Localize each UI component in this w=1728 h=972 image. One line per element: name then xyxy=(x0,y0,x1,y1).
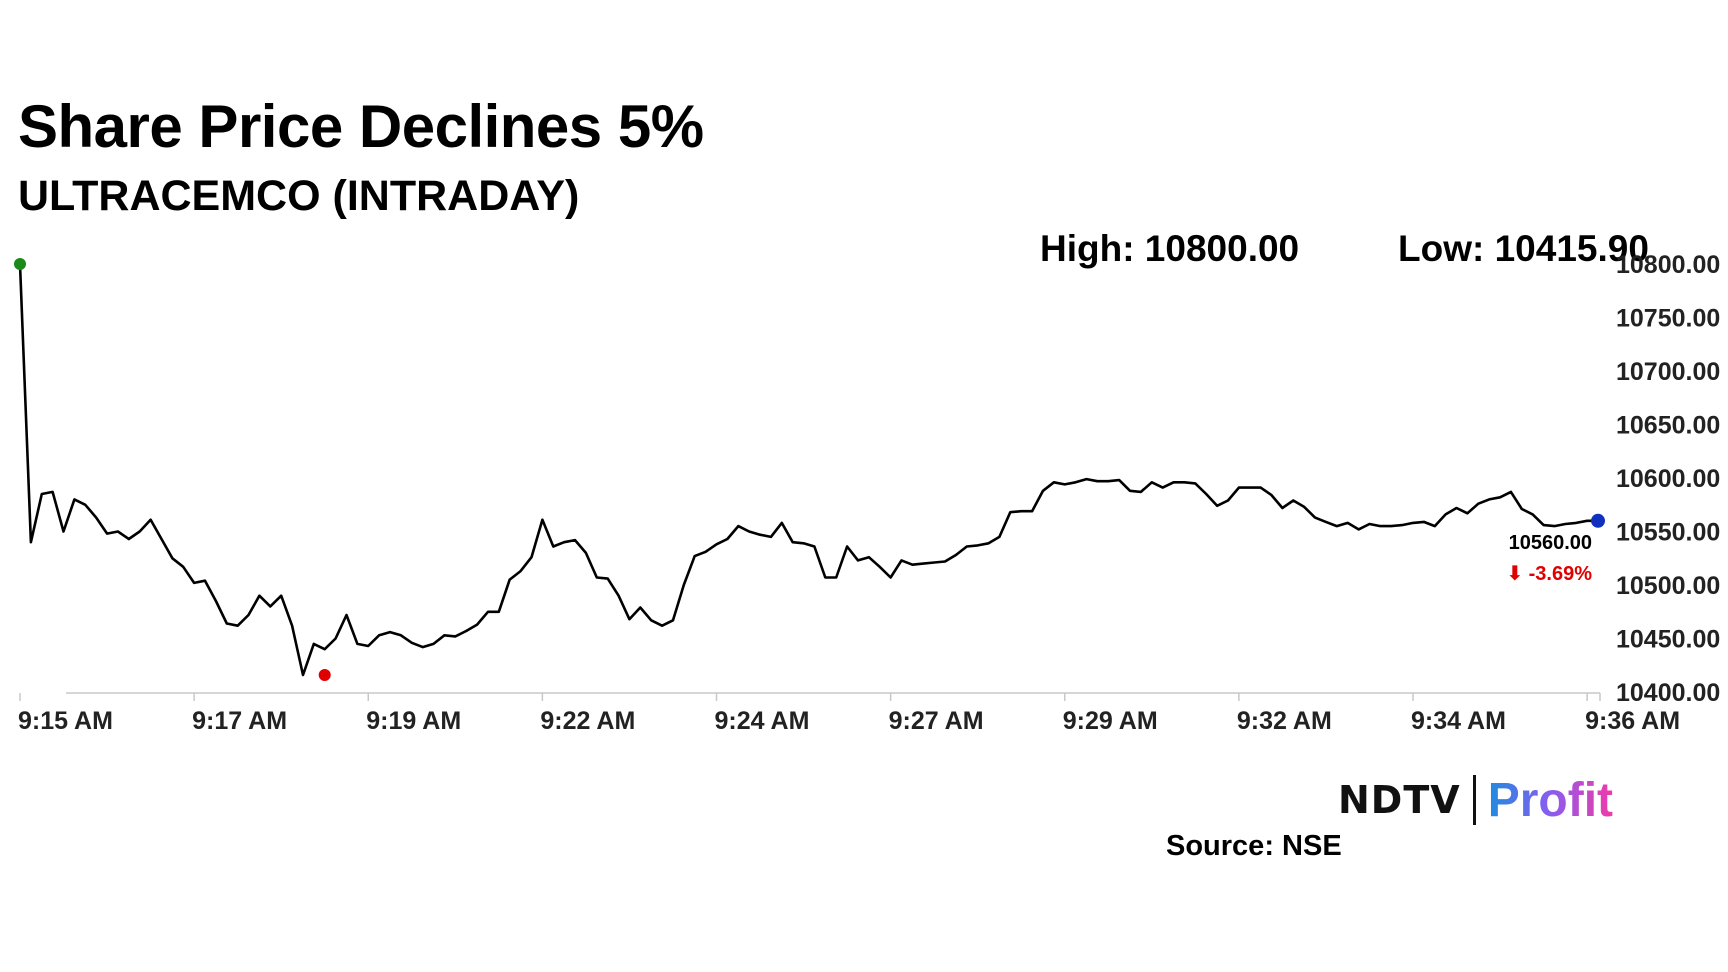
source-note: Source: NSE xyxy=(1166,830,1342,862)
x-tick-label: 9:15 AM xyxy=(18,707,113,735)
page-title: Share Price Declines 5% xyxy=(18,93,704,160)
y-tick-label: 10600.00 xyxy=(1616,465,1720,493)
x-tick-label: 9:24 AM xyxy=(714,707,809,735)
low-point-marker xyxy=(318,668,331,681)
high-price-label: High: 10800.00 xyxy=(1040,228,1300,269)
y-tick-label: 10750.00 xyxy=(1616,305,1720,333)
y-tick-label: 10500.00 xyxy=(1616,572,1720,600)
last-price-label: 10560.00 xyxy=(1509,532,1592,554)
price-change-label: ⬇ -3.69% xyxy=(1506,563,1592,585)
y-tick-label: 10550.00 xyxy=(1616,519,1720,547)
x-tick-label: 9:36 AM xyxy=(1585,707,1680,735)
y-tick-label: 10650.00 xyxy=(1616,412,1720,440)
y-tick-label: 10700.00 xyxy=(1616,358,1720,386)
x-tick-label: 9:29 AM xyxy=(1063,707,1158,735)
last-point-marker xyxy=(1591,513,1605,528)
ndtv-profit-logo: NDTV Profit xyxy=(1338,770,1613,830)
low-price-label: Low: 10415.90 xyxy=(1398,228,1649,269)
x-tick-label: 9:27 AM xyxy=(889,707,984,735)
x-tick-label: 9:32 AM xyxy=(1237,707,1332,735)
x-tick-label: 9:22 AM xyxy=(540,707,635,735)
logo-profit-text: Profit xyxy=(1487,773,1614,827)
x-tick-label: 9:34 AM xyxy=(1411,707,1506,735)
x-tick-label: 9:19 AM xyxy=(366,707,461,735)
logo-ndtv-text: NDTV xyxy=(1338,778,1461,822)
x-tick-label: 9:17 AM xyxy=(192,707,287,735)
y-tick-label: 10450.00 xyxy=(1616,626,1720,654)
high-point-marker xyxy=(14,258,26,270)
price-series-line xyxy=(18,263,1598,677)
y-tick-label: 10400.00 xyxy=(1616,679,1720,707)
page-subtitle: ULTRACEMCO (INTRADAY) xyxy=(18,172,580,220)
logo-divider xyxy=(1472,775,1476,825)
y-tick-label: 10800.00 xyxy=(1616,251,1720,279)
